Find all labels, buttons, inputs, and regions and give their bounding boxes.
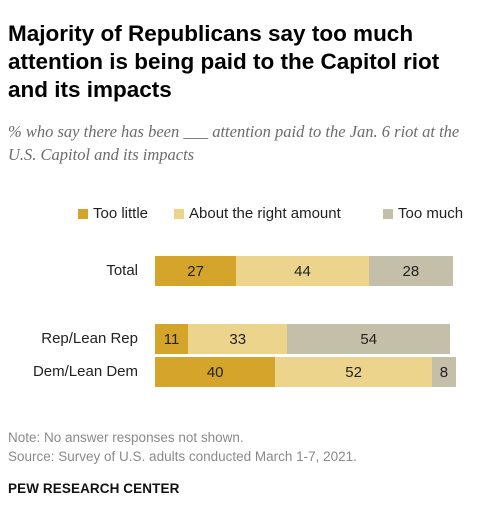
data-label: 11 [163,330,180,348]
bar-segment-too-much: 8 [431,357,456,387]
legend-swatch-too-much [383,208,393,219]
bar-segment-too-little: 40 [155,357,276,387]
bar-segment-too-little: 27 [155,256,237,286]
bar-row-dem-lean-dem: 40 52 8 [155,357,456,387]
data-label: 40 [206,363,224,381]
legend-label-about-right: About the right amount [189,205,341,222]
legend-swatch-too-little [78,208,88,219]
row-label-dem-lean-dem: Dem/Lean Dem [32,363,138,380]
legend-item-too-much: Too much [383,205,463,222]
bar-segment-too-much: 54 [287,324,450,354]
bar-segment-too-little: 11 [155,324,189,354]
legend-item-about-right: About the right amount [174,205,341,222]
chart-title: Majority of Republicans say too much att… [8,21,440,102]
row-label-rep-lean-rep: Rep/Lean Rep [41,330,138,347]
bar-segment-about-right: 44 [236,256,369,286]
bar-segment-about-right: 52 [275,357,432,387]
bar-segment-too-much: 28 [368,256,453,286]
data-label: 27 [187,262,204,280]
bar-row-rep-lean-rep: 11 33 54 [155,324,450,354]
chart-subtitle: % who say there has been ___ attention p… [8,122,460,164]
bar-segment-about-right: 33 [188,324,288,354]
row-label-total: Total [106,262,138,279]
source-text: Source: Survey of U.S. adults conducted … [8,449,357,464]
data-label: 33 [229,330,247,348]
data-label: 28 [402,262,420,280]
bar-row-total: 27 44 28 [155,256,453,286]
legend-swatch-about-right [174,208,184,219]
legend-label-too-much: Too much [398,205,464,222]
note-text: Note: No answer responses not shown. [8,430,244,445]
legend-label-too-little: Too little [93,205,149,222]
brand-logo-text: PEW RESEARCH CENTER [8,481,180,496]
data-label: 8 [439,363,449,381]
data-label: 52 [345,363,362,381]
data-label: 54 [360,330,378,348]
data-label: 44 [294,262,311,280]
legend-item-too-little: Too little [78,205,148,222]
